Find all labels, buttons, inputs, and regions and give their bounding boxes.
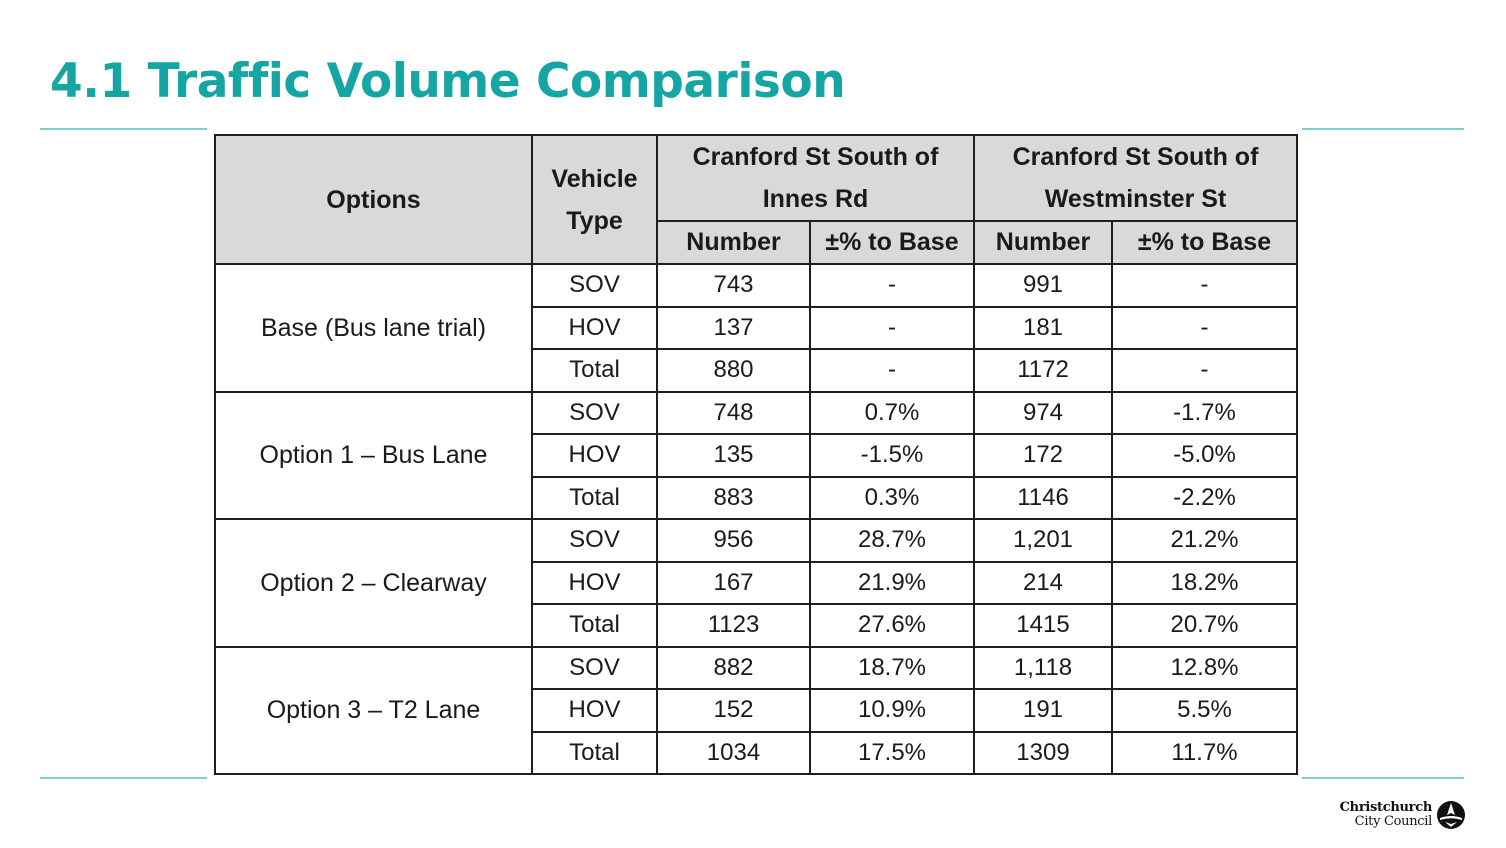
logo-line-2: City Council (1354, 814, 1433, 829)
header-pct-to-base-1: ±% to Base (809, 220, 975, 265)
number-cell: 1,201 (973, 518, 1113, 563)
vehicle-type-cell: Total (531, 730, 658, 775)
pct-cell: -2.2% (1111, 475, 1298, 520)
header-vehicle-type: Vehicle Type (531, 134, 658, 265)
option-label: Base (Bus lane trial) (214, 263, 533, 393)
number-cell: 191 (973, 688, 1113, 733)
vehicle-type-cell: SOV (531, 518, 658, 563)
vehicle-type-cell: SOV (531, 645, 658, 690)
pct-cell: - (1111, 348, 1298, 393)
table-row: Total 880 - 1172 - (215, 348, 1298, 393)
pct-cell: 28.7% (809, 518, 975, 563)
pct-cell: 18.2% (1111, 560, 1298, 605)
table-row: HOV 167 21.9% 214 18.2% (215, 560, 1298, 605)
header-number-2: Number (973, 220, 1113, 265)
accent-rule-bottom-left (40, 777, 207, 779)
number-cell: 880 (656, 348, 811, 393)
pct-cell: 21.2% (1111, 518, 1298, 563)
vehicle-type-cell: SOV (531, 263, 658, 308)
logo-wordmark: Christchurch City Council (1339, 800, 1433, 829)
table-row: Option 1 – Bus Lane SOV 748 0.7% 974 -1.… (214, 390, 1298, 520)
pct-cell: -1.5% (809, 433, 975, 478)
pct-cell: - (809, 263, 975, 308)
number-cell: 1172 (973, 348, 1113, 393)
table-row: HOV 135 -1.5% 172 -5.0% (215, 433, 1298, 478)
pct-cell: - (809, 348, 975, 393)
number-cell: 956 (656, 518, 811, 563)
pct-cell: 11.7% (1111, 730, 1298, 775)
accent-rule-top-left (40, 128, 207, 130)
number-cell: 1146 (973, 475, 1113, 520)
header-location-innes-label: Cranford St South of Innes Rd (692, 143, 939, 213)
header-pct-to-base-2: ±% to Base (1111, 220, 1298, 265)
table-row: Option 2 – Clearway SOV 956 28.7% 1,201 … (214, 518, 1298, 648)
header-number-1: Number (656, 220, 811, 265)
pct-cell: - (809, 305, 975, 350)
number-cell: 1415 (973, 603, 1113, 648)
number-cell: 152 (656, 688, 811, 733)
number-cell: 172 (973, 433, 1113, 478)
pct-cell: 5.5% (1111, 688, 1298, 733)
header-location-innes: Cranford St South of Innes Rd (656, 134, 975, 222)
pct-cell: -1.7% (1111, 390, 1298, 435)
number-cell: 181 (973, 305, 1113, 350)
pct-cell: 21.9% (809, 560, 975, 605)
number-cell: 743 (656, 263, 811, 308)
pct-cell: -5.0% (1111, 433, 1298, 478)
option-label: Option 2 – Clearway (214, 518, 533, 648)
logo-line-1: Christchurch (1339, 800, 1433, 815)
header-location-westminster-label: Cranford St South of Westminster St (1012, 143, 1259, 213)
number-cell: 882 (656, 645, 811, 690)
cathedral-emblem-icon (1437, 801, 1465, 829)
number-cell: 167 (656, 560, 811, 605)
vehicle-type-cell: Total (531, 348, 658, 393)
pct-cell: 0.3% (809, 475, 975, 520)
vehicle-type-cell: Total (531, 603, 658, 648)
pct-cell: - (1111, 263, 1298, 308)
pct-cell: - (1111, 305, 1298, 350)
table-row: Total 1123 27.6% 1415 20.7% (215, 603, 1298, 648)
number-cell: 1034 (656, 730, 811, 775)
vehicle-type-cell: HOV (531, 305, 658, 350)
vehicle-type-cell: Total (531, 475, 658, 520)
table-row: HOV 152 10.9% 191 5.5% (215, 688, 1298, 733)
christchurch-city-council-logo: Christchurch City Council (1340, 800, 1466, 832)
number-cell: 135 (656, 433, 811, 478)
pct-cell: 0.7% (809, 390, 975, 435)
table-row: Option 3 – T2 Lane SOV 882 18.7% 1,118 1… (214, 645, 1298, 775)
vehicle-type-cell: SOV (531, 390, 658, 435)
table-row: HOV 137 - 181 - (215, 305, 1298, 350)
accent-rule-bottom-right (1302, 777, 1464, 779)
number-cell: 974 (973, 390, 1113, 435)
option-label: Option 1 – Bus Lane (214, 390, 533, 520)
number-cell: 1309 (973, 730, 1113, 775)
vehicle-type-cell: HOV (531, 560, 658, 605)
vehicle-type-cell: HOV (531, 433, 658, 478)
pct-cell: 17.5% (809, 730, 975, 775)
pct-cell: 20.7% (1111, 603, 1298, 648)
number-cell: 214 (973, 560, 1113, 605)
number-cell: 748 (656, 390, 811, 435)
option-label: Option 3 – T2 Lane (214, 645, 533, 775)
pct-cell: 18.7% (809, 645, 975, 690)
vehicle-type-cell: HOV (531, 688, 658, 733)
pct-cell: 12.8% (1111, 645, 1298, 690)
header-location-westminster: Cranford St South of Westminster St (973, 134, 1298, 222)
number-cell: 883 (656, 475, 811, 520)
number-cell: 1123 (656, 603, 811, 648)
header-vehicle-type-label: Vehicle Type (551, 164, 638, 235)
accent-rule-top-right (1302, 128, 1464, 130)
slide-title: 4.1 Traffic Volume Comparison (50, 54, 846, 109)
number-cell: 137 (656, 305, 811, 350)
pct-cell: 10.9% (809, 688, 975, 733)
table-row: Base (Bus lane trial) SOV 743 - 991 - (214, 263, 1298, 393)
number-cell: 1,118 (973, 645, 1113, 690)
table-row: Total 883 0.3% 1146 -2.2% (215, 475, 1298, 520)
pct-cell: 27.6% (809, 603, 975, 648)
number-cell: 991 (973, 263, 1113, 308)
header-options: Options (214, 134, 533, 265)
table-row: Total 1034 17.5% 1309 11.7% (215, 730, 1298, 775)
traffic-volume-table: Options Vehicle Type Cranford St South o… (214, 134, 1298, 775)
